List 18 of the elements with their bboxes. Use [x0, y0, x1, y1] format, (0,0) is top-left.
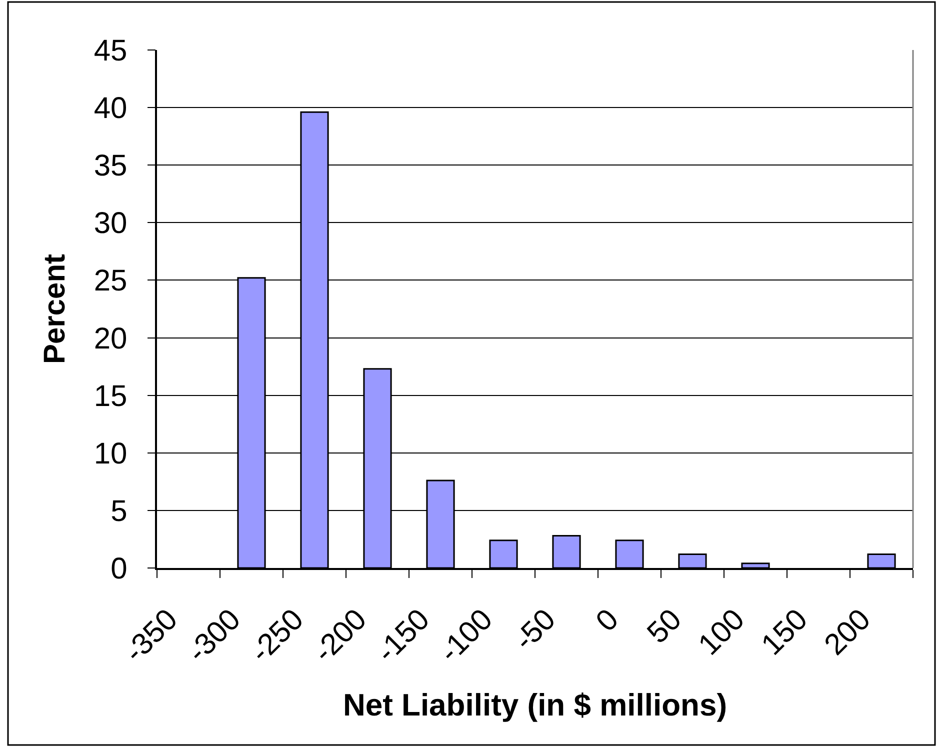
y-tick-label: 30 — [94, 207, 128, 240]
y-tick-label: 35 — [94, 150, 128, 183]
y-tick-label: 15 — [94, 380, 128, 413]
y-tick-label: 5 — [110, 494, 128, 528]
x-tick-label: 200 — [818, 602, 878, 662]
x-tick-label: 50 — [641, 602, 688, 650]
x-tick-label: 150 — [755, 602, 814, 662]
x-tick-label: 100 — [692, 602, 752, 662]
x-tick-label: 0 — [590, 602, 626, 638]
y-tick-label: 20 — [94, 322, 128, 356]
y-tick-label: 0 — [110, 552, 128, 586]
y-tick-label: 40 — [94, 92, 128, 126]
y-tick-label: 10 — [94, 437, 128, 470]
y-tick-label: 45 — [94, 34, 128, 68]
x-axis-title: Net Liability (in $ millions) — [342, 687, 728, 722]
y-axis-title: Percent — [38, 254, 72, 364]
y-tick-label: 25 — [94, 264, 128, 298]
x-tick-label: -50 — [508, 602, 562, 657]
